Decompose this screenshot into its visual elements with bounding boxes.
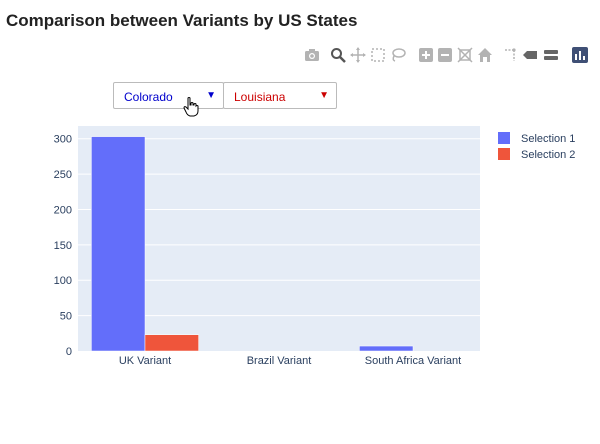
- plotly-logo-icon[interactable]: [572, 47, 588, 63]
- zoom-in-icon[interactable]: [418, 47, 434, 63]
- hand-cursor-icon: [183, 97, 199, 117]
- bar: [144, 334, 199, 352]
- page-title: Comparison between Variants by US States: [6, 11, 358, 30]
- x-tick-label: South Africa Variant: [365, 355, 461, 367]
- y-tick-label: 300: [54, 134, 72, 146]
- hover-closest-icon[interactable]: [522, 47, 538, 63]
- selection-2-dropdown[interactable]: Louisiana ▼: [223, 82, 337, 109]
- y-tick-label: 250: [54, 169, 72, 181]
- y-tick-label: 150: [54, 240, 72, 252]
- y-tick-label: 200: [54, 204, 72, 216]
- chevron-down-icon: ▼: [206, 90, 216, 101]
- modebar: [300, 47, 600, 67]
- autoscale-icon[interactable]: [457, 47, 473, 63]
- zoom-icon[interactable]: [330, 47, 346, 63]
- bar: [91, 136, 146, 352]
- box-select-icon[interactable]: [370, 47, 386, 63]
- selection-1-dropdown-value: Colorado: [124, 90, 173, 104]
- spike-lines-icon[interactable]: [503, 47, 519, 63]
- legend-label: Selection 1: [521, 133, 575, 145]
- lasso-select-icon[interactable]: [390, 47, 406, 63]
- bar: [359, 345, 414, 352]
- hover-compare-icon[interactable]: [543, 47, 559, 63]
- pan-icon[interactable]: [350, 47, 366, 63]
- x-tick-label: Brazil Variant: [247, 355, 312, 367]
- reset-axes-icon[interactable]: [477, 47, 493, 63]
- y-tick-label: 100: [54, 275, 72, 287]
- x-tick-label: UK Variant: [119, 355, 171, 367]
- y-tick-label: 0: [66, 346, 72, 358]
- legend-swatch: [498, 148, 510, 160]
- legend-swatch: [498, 132, 510, 144]
- zoom-out-icon[interactable]: [437, 47, 453, 63]
- camera-icon[interactable]: [304, 47, 320, 63]
- chevron-down-icon: ▼: [319, 90, 329, 101]
- selection-2-dropdown-value: Louisiana: [234, 90, 286, 104]
- y-tick-label: 50: [60, 311, 72, 323]
- legend-label: Selection 2: [521, 149, 575, 161]
